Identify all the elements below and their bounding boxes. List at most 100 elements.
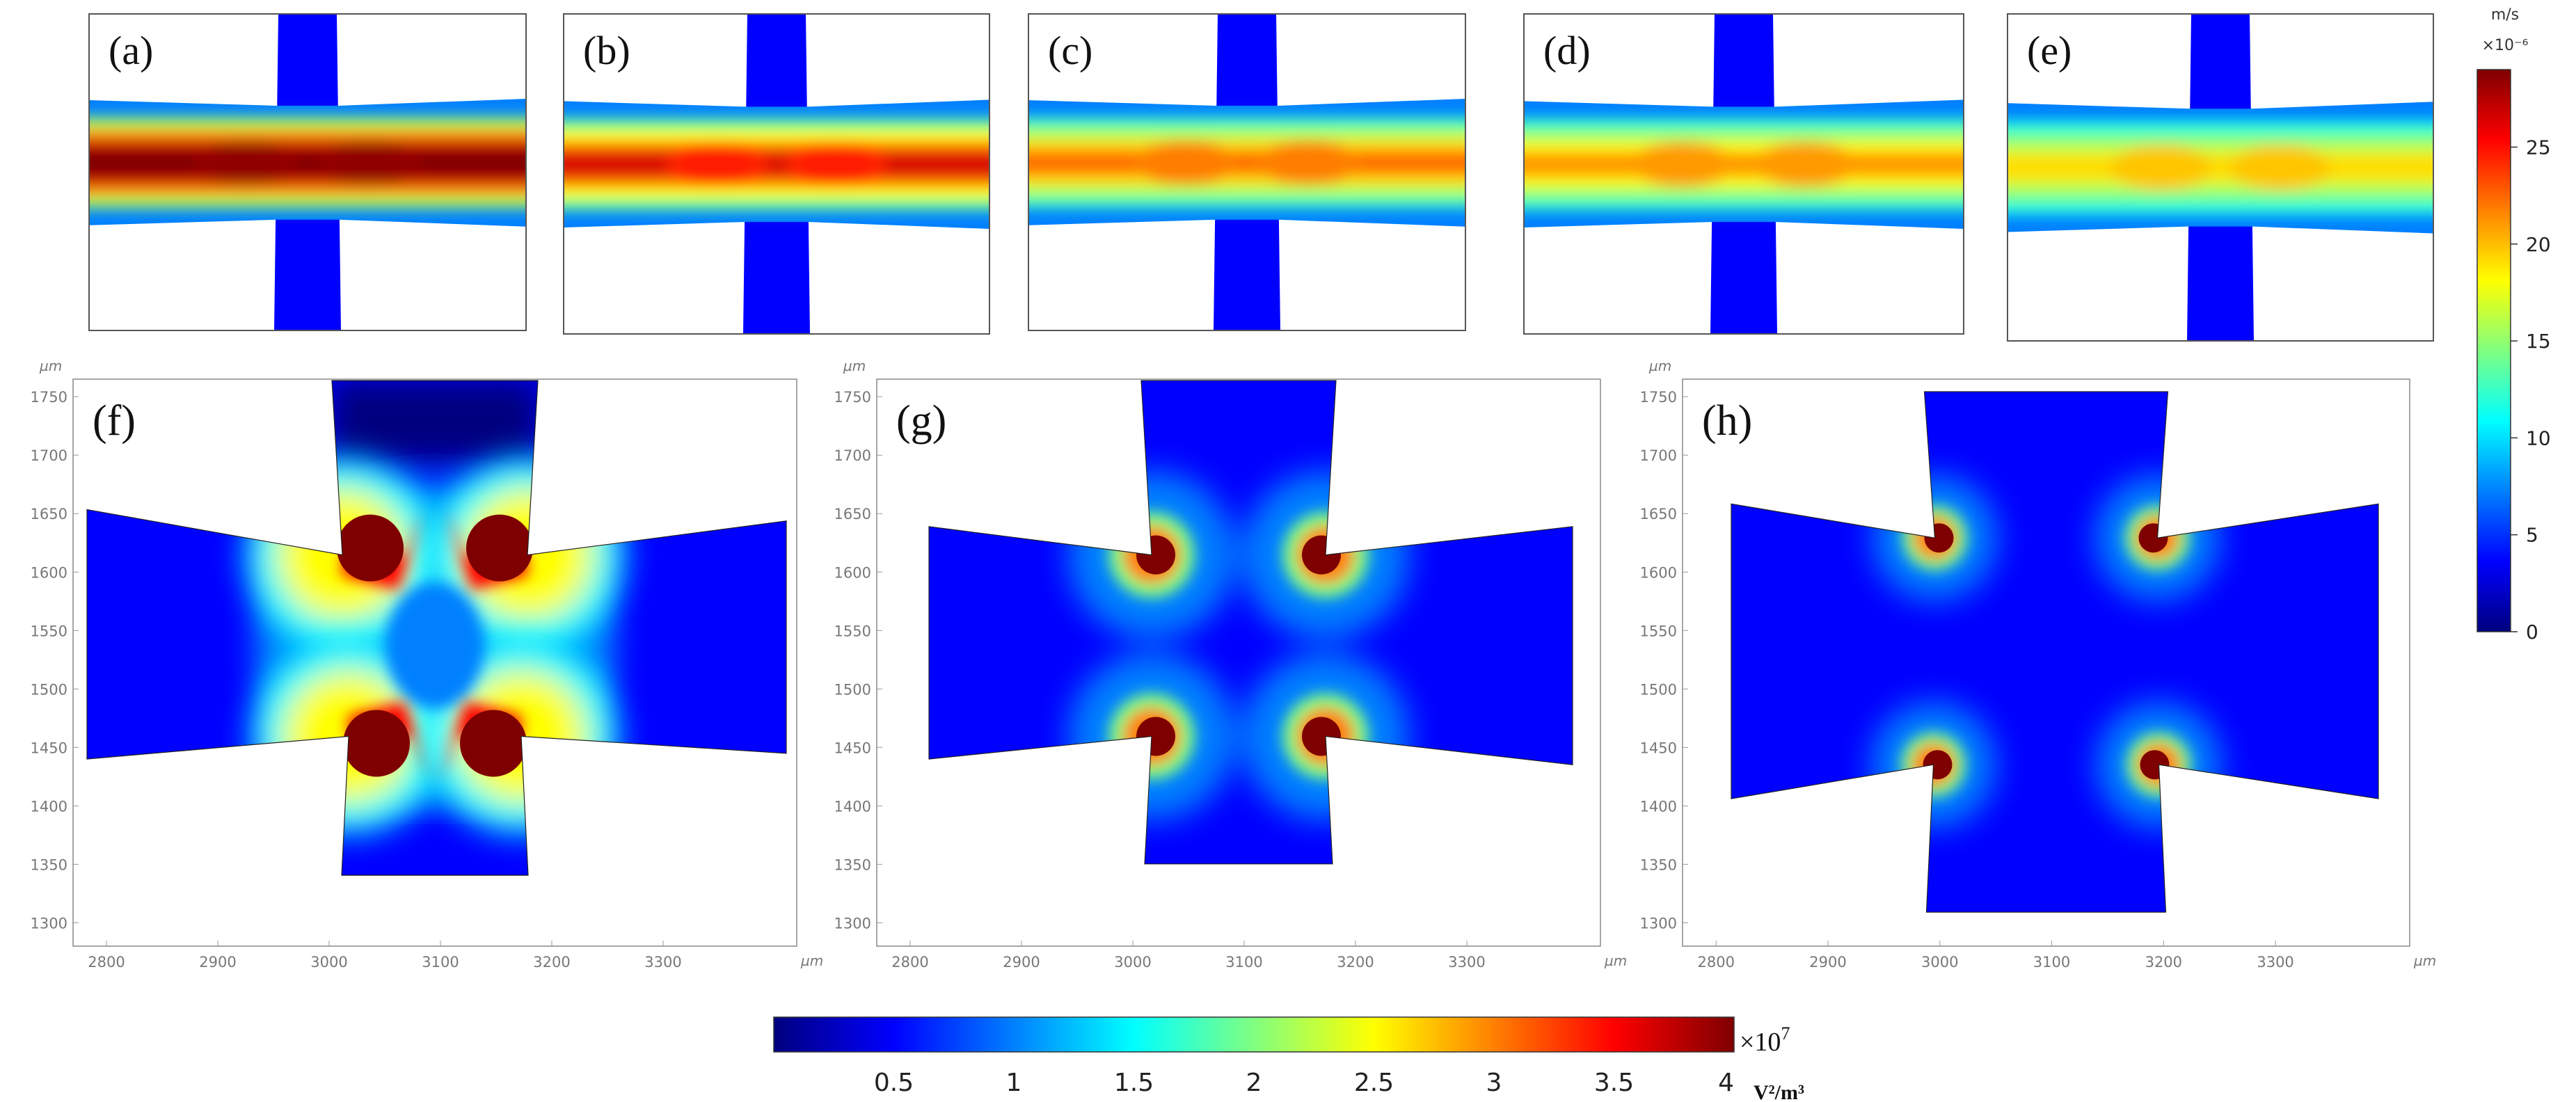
- velocity-colorbar-gradient: [2476, 69, 2511, 632]
- field-panel: µm µm 1750 1700 1650 1600 1550 1500 1450 1400 1350…: [834, 358, 1628, 971]
- field-colorbar-tick-label: 1.5: [1114, 1069, 1154, 1097]
- velocity-colorbar-tick-label: 5: [2526, 524, 2538, 547]
- x-tick-label: 3100: [2033, 954, 2070, 971]
- panel-label: (b): [583, 28, 630, 73]
- y-tick-label: 1750: [1640, 389, 1677, 406]
- x-tick-label: 3100: [422, 954, 459, 971]
- x-axis-unit: µm: [2413, 952, 2436, 969]
- velocity-colorbar-tick-label: 10: [2526, 426, 2551, 449]
- panel-label: (e): [2027, 28, 2072, 73]
- y-tick-label: 1700: [834, 447, 871, 464]
- y-tick-label: 1500: [834, 681, 871, 698]
- x-tick-label: 2900: [1809, 954, 1846, 971]
- y-tick-label: 1500: [1640, 681, 1677, 698]
- x-tick-label: 2900: [199, 954, 236, 971]
- y-tick-label: 1550: [1640, 623, 1677, 639]
- y-tick-label: 1650: [834, 506, 871, 522]
- field-colorbar-tick-label: 3.5: [1594, 1069, 1634, 1097]
- velocity-panel: (d): [1523, 13, 1964, 335]
- x-tick-label: 3000: [1114, 954, 1151, 971]
- y-tick-label: 1500: [31, 681, 67, 698]
- x-tick-label: 3000: [310, 954, 347, 971]
- field-colorbar-tick-label: 1: [1006, 1069, 1022, 1097]
- channel-outline: [86, 380, 787, 876]
- velocity-colorbar-tick-label: 25: [2526, 136, 2551, 159]
- velocity-panel: (a): [88, 13, 527, 331]
- flow-profile: [2007, 120, 2433, 215]
- y-tick-label: 1400: [31, 798, 67, 815]
- y-tick-label: 1450: [1640, 740, 1677, 756]
- panel-frame: [563, 13, 990, 335]
- field-panel: µm µm 1750 1700 1650 1600 1550 1500 1450 1400 1350…: [31, 358, 824, 971]
- field-colorbar-tick-label: 4: [1718, 1069, 1734, 1097]
- velocity-colorbar-tick-label: 20: [2526, 233, 2551, 256]
- panel-label: (d): [1543, 28, 1591, 73]
- y-tick-label: 1300: [1640, 915, 1677, 932]
- y-tick-label: 1450: [834, 740, 871, 756]
- x-tick-label: 2900: [1003, 954, 1040, 971]
- x-tick-label: 3200: [2145, 954, 2182, 971]
- field-colorbar-tick-label: 2.5: [1354, 1069, 1394, 1097]
- y-tick-label: 1400: [834, 798, 871, 815]
- x-axis-unit: µm: [1604, 952, 1627, 969]
- y-tick-label: 1650: [1640, 506, 1677, 522]
- velocity-colorbar-unit: m/s: [2491, 6, 2519, 24]
- y-tick-label: 1750: [834, 389, 871, 406]
- x-axis-unit: µm: [800, 952, 823, 969]
- velocity-colorbar: m/s ×10⁻⁶ 0 5 10 15 20 25: [2476, 6, 2551, 644]
- y-tick-label: 1400: [1640, 798, 1677, 815]
- x-tick-label: 2800: [88, 954, 125, 971]
- x-tick-label: 2800: [1698, 954, 1735, 971]
- x-tick-label: 3300: [1448, 954, 1485, 971]
- x-tick-label: 3200: [533, 954, 570, 971]
- x-tick-label: 3100: [1225, 954, 1262, 971]
- y-axis-unit: µm: [1648, 358, 1671, 374]
- flow-profile: [1028, 117, 1465, 209]
- y-tick-label: 1550: [31, 623, 67, 639]
- panel-frame: [2007, 13, 2434, 342]
- velocity-colorbar-tick-label: 0: [2526, 621, 2538, 644]
- panel-label: (g): [896, 397, 946, 445]
- velocity-colorbar-scale: ×10⁻⁶: [2482, 37, 2529, 54]
- x-tick-label: 2800: [891, 954, 928, 971]
- panel-frame: [1523, 13, 1964, 335]
- y-tick-label: 1550: [834, 623, 871, 639]
- field-colorbar-multiplier: ×107: [1740, 1023, 1790, 1057]
- x-tick-label: 3200: [1337, 954, 1374, 971]
- velocity-colorbar-tick-label: 15: [2526, 330, 2551, 353]
- field-colorbar-tick-label: 2: [1246, 1069, 1262, 1097]
- field-panels-row: µm µm 1750 1700 1650 1600 1550 1500 1450 1400 1350…: [31, 358, 2437, 971]
- y-tick-label: 1700: [31, 447, 67, 464]
- x-tick-label: 3300: [644, 954, 681, 971]
- y-tick-label: 1600: [834, 564, 871, 581]
- y-tick-label: 1600: [1640, 564, 1677, 581]
- panel-label: (h): [1702, 397, 1752, 445]
- panel-label: (c): [1048, 28, 1092, 73]
- flow-profile: [1524, 118, 1964, 211]
- x-tick-label: 3000: [1921, 954, 1958, 971]
- velocity-panel: (b): [563, 13, 990, 335]
- velocity-panel: (c): [1028, 13, 1466, 331]
- field-panel: µm µm 1750 1700 1650 1600 1550 1500 1450 1400 1350…: [1640, 358, 2437, 971]
- y-tick-label: 1350: [31, 856, 67, 873]
- y-tick-label: 1650: [31, 506, 67, 522]
- velocity-panel: (e): [2007, 13, 2434, 342]
- y-axis-unit: µm: [39, 358, 62, 374]
- field-colorbar-multiplier-base: ×10: [1740, 1028, 1781, 1057]
- field-colorbar-tick-label: 3: [1486, 1069, 1502, 1097]
- y-tick-label: 1750: [31, 389, 67, 406]
- y-tick-label: 1700: [1640, 447, 1677, 464]
- field-colorbar-unit: V²/m³: [1754, 1081, 1804, 1102]
- y-tick-label: 1350: [1640, 856, 1677, 873]
- flow-profile: [564, 118, 989, 211]
- y-tick-label: 1300: [834, 915, 871, 932]
- panel-label: (f): [93, 397, 136, 445]
- channel-outline: [1731, 391, 2379, 913]
- field-colorbar-gradient: [773, 1016, 1735, 1053]
- y-tick-label: 1450: [31, 740, 67, 756]
- panel-label: (a): [109, 28, 153, 73]
- field-colorbar-tick-label: 0.5: [874, 1069, 914, 1097]
- velocity-panels-row: (a) (b) (c) (d) (e): [88, 13, 2434, 342]
- field-colorbar-exponent: 7: [1781, 1023, 1790, 1044]
